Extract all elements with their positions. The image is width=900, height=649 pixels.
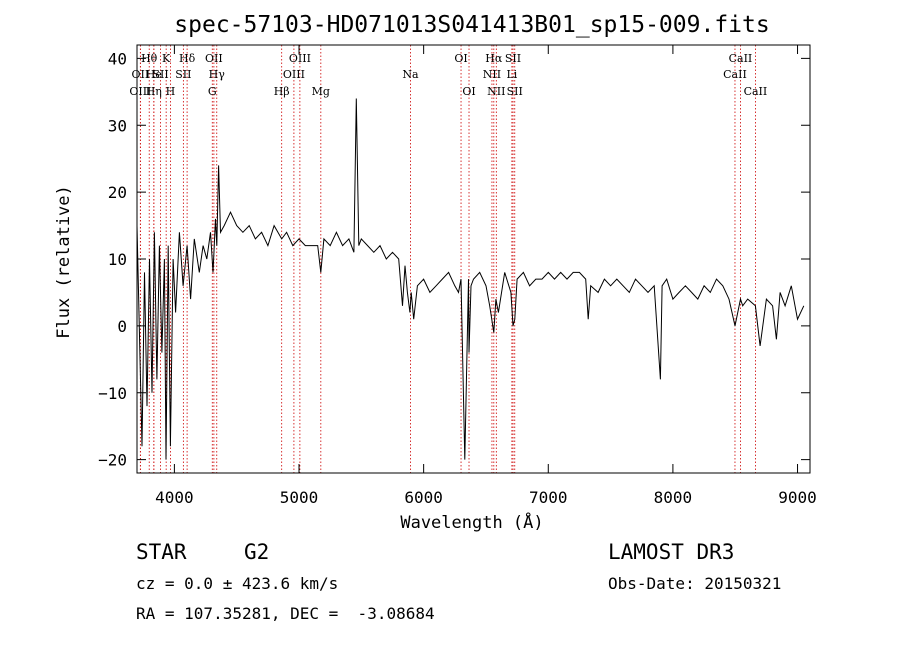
line-label-18: OI — [454, 52, 467, 65]
y-axis-label: Flux (relative) — [54, 185, 74, 339]
y-tick-label-1: −10 — [98, 384, 127, 403]
y-tick-label-3: 10 — [108, 250, 127, 269]
x-tick-label-5: 9000 — [778, 488, 817, 507]
line-label-19: OI — [462, 85, 475, 98]
x-tick-label-0: 4000 — [155, 488, 194, 507]
obs-date: Obs-Date: 20150321 — [608, 574, 782, 593]
chart-title: spec-57103-HD071013S041413B01_sp15-009.f… — [174, 12, 769, 38]
line-label-25: SII — [507, 85, 523, 98]
plot-frame — [136, 44, 811, 474]
line-label-9: SII — [175, 68, 191, 81]
x-tick-label-3: 7000 — [529, 488, 568, 507]
line-label-23: SII — [505, 52, 521, 65]
x-axis: 4000 5000 6000 7000 8000 9000 — [155, 45, 817, 507]
coordinates: RA = 107.35281, DEC = -3.08684 — [136, 604, 435, 623]
spectrum-chart: spec-57103-HD071013S041413B01_sp15-009.f… — [54, 12, 817, 533]
line-label-21: NII — [483, 68, 501, 81]
y-tick-label-5: 30 — [108, 116, 127, 135]
line-label-4: Hη — [146, 85, 162, 98]
line-label-15: OIII — [283, 68, 305, 81]
line-label-7: H — [166, 85, 176, 98]
line-label-3: He — [146, 68, 162, 81]
line-label-22: NII — [487, 85, 505, 98]
subclass: G2 — [244, 540, 270, 564]
line-label-16: Mg — [312, 85, 330, 98]
line-label-27: CaII — [723, 68, 747, 81]
line-label-8: Hδ — [179, 52, 196, 65]
line-label-6: SII — [152, 68, 168, 81]
line-label-10: OII — [205, 52, 223, 65]
line-label-2: OIII — [129, 85, 151, 98]
line-label-12: G — [208, 85, 217, 98]
x-axis-label: Wavelength (Å) — [400, 511, 543, 533]
y-axis: −20 −10 0 10 20 30 40 — [98, 49, 810, 470]
survey-name: LAMOST DR3 — [608, 540, 735, 564]
spectral-lines — [139, 45, 756, 473]
line-label-14: OIII — [289, 52, 311, 65]
line-label-17: Na — [402, 68, 419, 81]
series-line-0 — [136, 98, 805, 460]
line-label-24: Li — [506, 68, 517, 81]
object-class: STAR — [136, 540, 187, 564]
y-tick-label-4: 20 — [108, 183, 127, 202]
line-label-28: CaII — [744, 85, 768, 98]
line-label-1: OII — [132, 68, 150, 81]
line-label-20: Hα — [485, 52, 503, 65]
redshift: cz = 0.0 ± 423.6 km/s — [136, 574, 339, 593]
plot-area — [136, 98, 805, 460]
y-tick-label-6: 40 — [108, 49, 127, 68]
y-tick-label-0: −20 — [98, 451, 127, 470]
x-tick-label-4: 8000 — [654, 488, 693, 507]
line-label-13: Hβ — [274, 85, 290, 98]
x-tick-label-1: 5000 — [280, 488, 319, 507]
y-tick-label-2: 0 — [117, 317, 127, 336]
line-label-5: K — [162, 52, 171, 65]
line-label-26: CaII — [729, 52, 753, 65]
line-label-11: Hγ — [209, 68, 226, 81]
x-tick-label-2: 6000 — [404, 488, 443, 507]
line-label-0: Hθ — [141, 52, 158, 65]
